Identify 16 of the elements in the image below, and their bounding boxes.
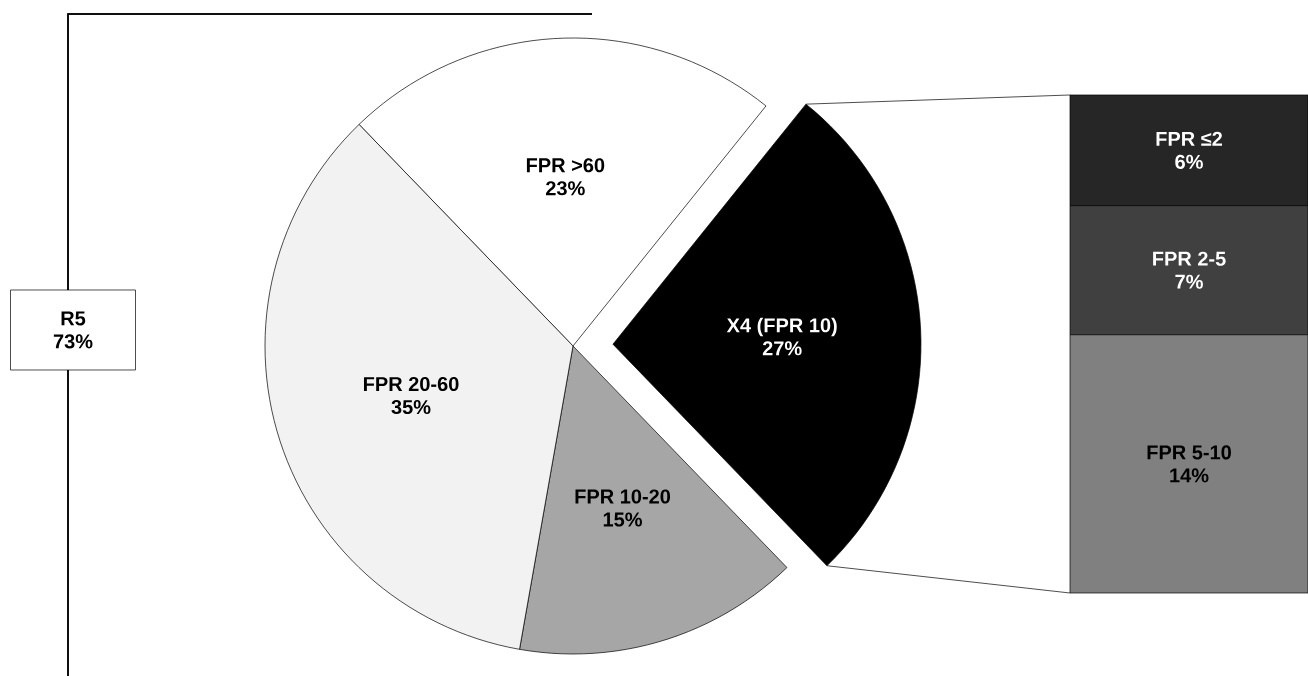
text: 73% (53, 334, 93, 349)
data-label: 27% (762, 341, 802, 356)
data-label: 15% (603, 512, 642, 527)
series-label: FPR 2-5 (1153, 251, 1226, 266)
slice-label: X4 (FPR 10) (726, 317, 837, 337)
series-label: FPR ≤2 (1156, 131, 1223, 146)
data-label: 23% (545, 181, 585, 196)
data-label: 7% (1175, 274, 1203, 289)
slice-label: FPR 10-20 (575, 489, 671, 504)
data-label: 6% (1175, 154, 1203, 169)
slice-label: FPR 20-60 (363, 376, 459, 392)
series-label: FPR 5-10 (1147, 445, 1231, 460)
text: R5 (61, 311, 86, 326)
slice-label: FPR >60 (526, 158, 605, 173)
data-label: 14% (1170, 468, 1209, 483)
data-label: 35% (391, 399, 431, 415)
